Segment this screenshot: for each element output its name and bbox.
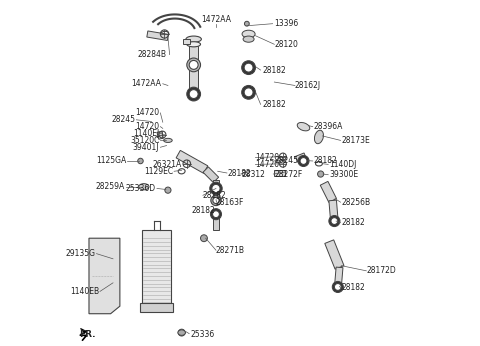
- Circle shape: [189, 61, 198, 69]
- Polygon shape: [320, 181, 336, 202]
- Text: 28284B: 28284B: [137, 50, 166, 59]
- Text: 28172D: 28172D: [367, 266, 397, 275]
- Circle shape: [178, 329, 185, 336]
- Text: 28182: 28182: [314, 156, 337, 165]
- Text: 39401J: 39401J: [133, 143, 159, 152]
- Circle shape: [213, 211, 219, 218]
- Text: 1140EB: 1140EB: [70, 287, 99, 296]
- Polygon shape: [213, 214, 219, 230]
- Ellipse shape: [139, 184, 149, 190]
- Circle shape: [165, 187, 171, 193]
- Text: 25336: 25336: [190, 330, 215, 339]
- Text: 1140EJ: 1140EJ: [133, 129, 159, 138]
- Polygon shape: [275, 170, 285, 176]
- FancyBboxPatch shape: [141, 303, 173, 312]
- Polygon shape: [329, 200, 338, 221]
- Text: 28271B: 28271B: [216, 246, 245, 255]
- Polygon shape: [89, 238, 120, 314]
- Text: 25336D: 25336D: [126, 184, 156, 193]
- Polygon shape: [325, 240, 344, 269]
- Text: 28312: 28312: [242, 170, 265, 179]
- Text: 1140DJ: 1140DJ: [329, 160, 357, 169]
- Circle shape: [244, 63, 253, 72]
- Circle shape: [329, 216, 340, 227]
- Ellipse shape: [164, 138, 172, 143]
- Text: 28163F: 28163F: [216, 198, 244, 207]
- Circle shape: [300, 157, 307, 164]
- Circle shape: [187, 87, 201, 101]
- Text: 14720: 14720: [135, 108, 159, 117]
- Text: 28259A: 28259A: [96, 182, 125, 191]
- Ellipse shape: [187, 42, 201, 47]
- Text: 13396: 13396: [275, 19, 299, 28]
- Text: 28245: 28245: [275, 156, 299, 165]
- Text: 26321A: 26321A: [153, 160, 181, 169]
- Circle shape: [213, 197, 219, 203]
- Text: 28120: 28120: [275, 40, 298, 49]
- Text: 28245: 28245: [111, 115, 135, 124]
- Polygon shape: [203, 167, 219, 183]
- Text: 14720: 14720: [135, 122, 159, 131]
- Text: 28182: 28182: [262, 100, 286, 109]
- Polygon shape: [157, 131, 163, 139]
- Text: 14720: 14720: [255, 153, 279, 162]
- Text: 28272F: 28272F: [275, 170, 302, 179]
- Circle shape: [211, 209, 221, 220]
- Ellipse shape: [178, 330, 185, 335]
- Circle shape: [201, 235, 207, 242]
- Ellipse shape: [314, 130, 324, 144]
- Text: 28182: 28182: [341, 283, 365, 292]
- Text: 28182: 28182: [262, 65, 286, 74]
- Text: 14720: 14720: [255, 160, 279, 169]
- Text: 1129EC: 1129EC: [144, 167, 173, 176]
- Text: 1472AA: 1472AA: [201, 15, 231, 24]
- Polygon shape: [183, 39, 190, 44]
- Text: 1125GA: 1125GA: [96, 156, 127, 165]
- Polygon shape: [147, 31, 168, 40]
- Text: 35120C: 35120C: [130, 136, 159, 145]
- Circle shape: [298, 155, 309, 166]
- Text: 1472AA: 1472AA: [131, 79, 161, 88]
- Polygon shape: [335, 267, 343, 288]
- Polygon shape: [213, 180, 219, 200]
- Text: 28182: 28182: [341, 218, 365, 227]
- Ellipse shape: [243, 36, 254, 42]
- Circle shape: [212, 184, 220, 193]
- Text: 28256B: 28256B: [341, 198, 371, 207]
- Circle shape: [138, 158, 143, 164]
- Circle shape: [244, 21, 249, 26]
- Ellipse shape: [186, 36, 202, 42]
- FancyBboxPatch shape: [142, 230, 171, 305]
- Circle shape: [318, 171, 324, 177]
- Ellipse shape: [242, 30, 255, 38]
- Text: 28173E: 28173E: [341, 136, 370, 145]
- Circle shape: [335, 283, 341, 290]
- Text: 28182: 28182: [228, 169, 252, 177]
- Text: 28182: 28182: [202, 191, 226, 200]
- Polygon shape: [296, 153, 306, 162]
- Circle shape: [189, 90, 198, 99]
- Text: 39300E: 39300E: [329, 170, 359, 179]
- Circle shape: [242, 61, 255, 74]
- Circle shape: [244, 88, 253, 97]
- Polygon shape: [190, 46, 198, 94]
- Circle shape: [210, 182, 222, 194]
- Circle shape: [332, 281, 343, 292]
- Circle shape: [211, 195, 221, 206]
- Text: 28182: 28182: [192, 206, 216, 215]
- Text: 28396A: 28396A: [314, 122, 343, 131]
- Circle shape: [331, 218, 338, 225]
- Ellipse shape: [297, 122, 310, 131]
- Circle shape: [242, 85, 255, 99]
- Text: 28162J: 28162J: [295, 81, 321, 90]
- Text: 29135G: 29135G: [66, 249, 96, 258]
- Text: FR.: FR.: [79, 330, 95, 339]
- Polygon shape: [176, 151, 208, 173]
- Circle shape: [187, 58, 201, 72]
